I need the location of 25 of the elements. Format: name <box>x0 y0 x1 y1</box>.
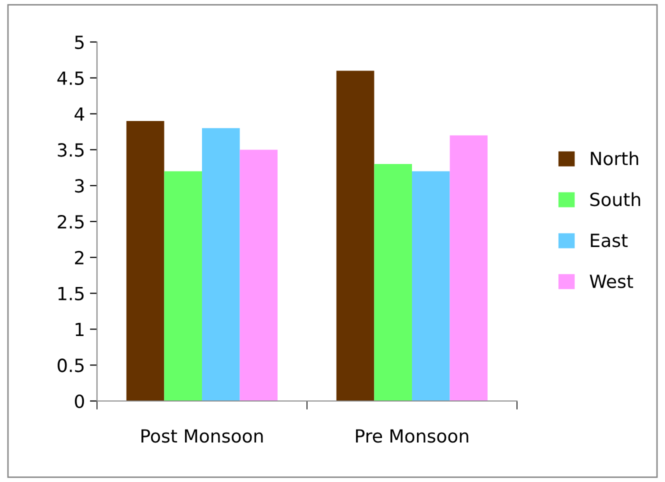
y-tick-label: 4.5 <box>57 72 84 86</box>
bar <box>374 164 412 401</box>
legend-label: West <box>590 274 634 288</box>
y-tick-label: 4 <box>74 107 84 121</box>
x-tick-label: Pre Monsoon <box>356 429 468 443</box>
y-tick-label: 5 <box>75 36 84 50</box>
legend-label: East <box>590 234 628 248</box>
y-tick-label: 0.5 <box>58 358 84 372</box>
bar <box>164 171 202 401</box>
y-tick-label: 1.5 <box>58 286 84 300</box>
y-tick-label: 2.5 <box>58 214 84 229</box>
legend-label: North <box>590 151 638 166</box>
y-tick-label: 0 <box>74 394 84 408</box>
bar <box>240 150 278 401</box>
y-tick-label: 1 <box>76 322 84 336</box>
bar <box>202 128 240 401</box>
bar <box>412 171 450 401</box>
y-tick-label: 3 <box>75 179 84 193</box>
y-tick-label: 3.5 <box>58 143 84 157</box>
bar <box>336 70 374 401</box>
bar <box>126 120 164 401</box>
bar <box>450 135 488 401</box>
legend-label: South <box>590 192 640 206</box>
x-tick-label: Post Monsoon <box>142 429 263 443</box>
y-tick-label: 2 <box>75 250 84 264</box>
